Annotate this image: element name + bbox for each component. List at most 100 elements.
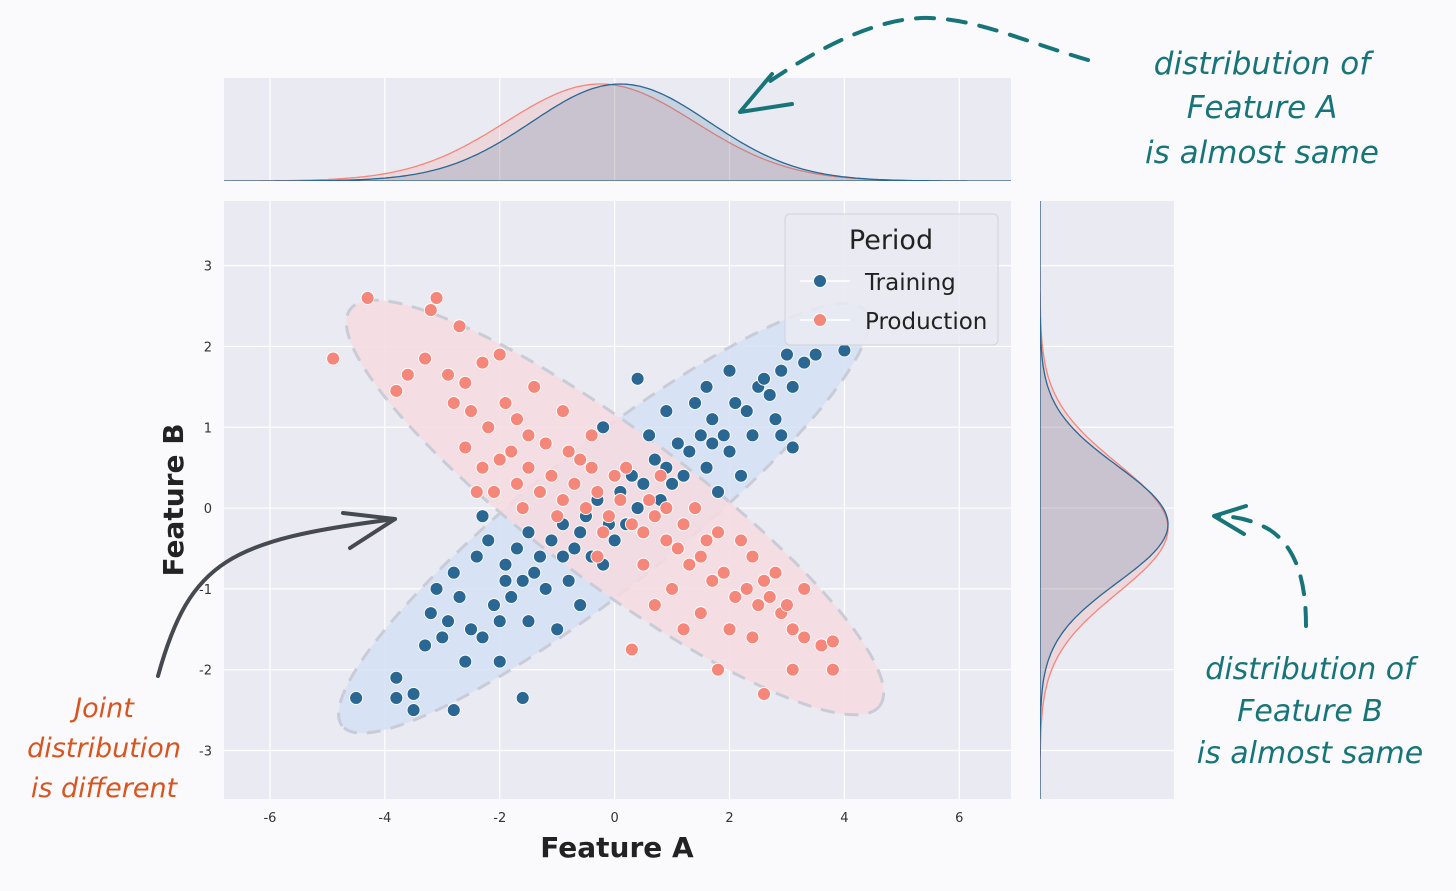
legend-label-production: Production: [865, 309, 987, 335]
point-production: [573, 452, 588, 467]
point-production: [492, 347, 507, 362]
x-tick-label: 0: [610, 811, 618, 826]
point-production: [469, 484, 484, 499]
point-production: [326, 351, 341, 366]
point-production: [544, 468, 559, 483]
point-training: [498, 573, 513, 588]
point-production: [418, 351, 433, 366]
annotation-joint-line2: distribution: [27, 733, 181, 764]
point-production: [751, 598, 766, 613]
point-production: [446, 396, 461, 410]
point-training: [573, 525, 588, 540]
point-training: [728, 396, 743, 410]
point-training: [757, 371, 771, 386]
point-training: [429, 581, 444, 596]
point-training: [797, 355, 812, 370]
point-production: [487, 484, 501, 499]
arrow-head-joint-icon: [341, 511, 397, 550]
point-training: [716, 428, 731, 443]
point-production: [636, 557, 651, 572]
point-production: [825, 634, 840, 649]
x-axis-label: Feature A: [540, 831, 694, 864]
right-marginal-grid: [1040, 265, 1174, 752]
right-marginal-panel: [1040, 201, 1174, 799]
point-training: [785, 379, 800, 394]
x-tick-label: -6: [263, 811, 276, 826]
point-production: [665, 581, 680, 596]
point-production: [532, 484, 547, 499]
point-production: [590, 549, 605, 564]
point-production: [768, 565, 783, 580]
point-training: [418, 638, 433, 653]
y-tick-label: 2: [204, 340, 212, 355]
annotation-a-line2: Feature A: [1187, 90, 1338, 126]
ellipse-production: [344, 298, 886, 717]
point-training: [774, 428, 789, 443]
right-marginal-kde: [1040, 201, 1169, 799]
x-tick-label: -4: [378, 811, 391, 826]
point-training: [739, 404, 754, 419]
annotation-b-line3: is almost same: [1197, 736, 1423, 771]
point-production: [429, 291, 444, 305]
point-training: [406, 686, 421, 701]
point-production: [688, 501, 703, 516]
point-production: [745, 630, 760, 645]
point-production: [601, 509, 616, 524]
arrow-head-a-icon: [738, 72, 794, 114]
point-production: [762, 590, 777, 604]
y-tick-label: 3: [204, 260, 212, 275]
point-production: [780, 598, 794, 613]
point-training: [469, 549, 484, 564]
annotation-a-line1: distribution of: [1154, 46, 1374, 82]
point-training: [510, 541, 524, 556]
annotation-b-line2: Feature B: [1237, 694, 1383, 729]
point-training: [762, 387, 777, 402]
point-production: [699, 533, 714, 548]
y-tick-label: -1: [199, 583, 212, 598]
point-production: [693, 549, 708, 564]
point-training: [688, 396, 703, 410]
point-production: [550, 509, 565, 524]
point-training: [699, 379, 714, 394]
point-training: [389, 670, 404, 685]
point-production: [676, 517, 691, 532]
point-training: [544, 533, 559, 548]
point-training: [567, 541, 582, 556]
point-production: [567, 476, 582, 491]
point-production: [636, 525, 651, 540]
point-production: [475, 460, 490, 475]
y-tick-labels: -3 -2 -1 0 1 2 3: [199, 260, 212, 760]
point-training: [630, 501, 645, 516]
point-production: [538, 436, 553, 451]
point-production: [389, 383, 404, 398]
annotation-b-line1: distribution of: [1205, 652, 1419, 687]
point-production: [757, 686, 771, 701]
x-tick-labels: -6 -4 -2 0 2 4 6: [263, 811, 963, 826]
point-production: [458, 375, 473, 390]
point-production: [504, 444, 519, 459]
point-training: [837, 343, 852, 358]
point-production: [515, 501, 530, 516]
point-training: [452, 590, 467, 604]
y-tick-label: 1: [204, 421, 212, 436]
point-training: [636, 476, 651, 491]
point-production: [647, 598, 662, 613]
point-production: [693, 606, 708, 621]
point-training: [596, 420, 611, 435]
point-training: [676, 468, 691, 483]
x-tick-label: -2: [493, 811, 506, 826]
point-training: [573, 598, 588, 613]
point-production: [521, 460, 536, 475]
point-training: [527, 565, 542, 580]
point-production: [716, 565, 731, 580]
point-training: [785, 440, 800, 455]
point-training: [441, 614, 455, 629]
point-production: [360, 291, 375, 305]
point-production: [734, 533, 748, 548]
point-training: [699, 460, 714, 475]
point-production: [555, 404, 570, 419]
point-training: [498, 557, 513, 572]
point-training: [349, 691, 364, 705]
annotation-arrow-a: [758, 15, 1090, 90]
top-marginal-panel: [224, 78, 1011, 181]
